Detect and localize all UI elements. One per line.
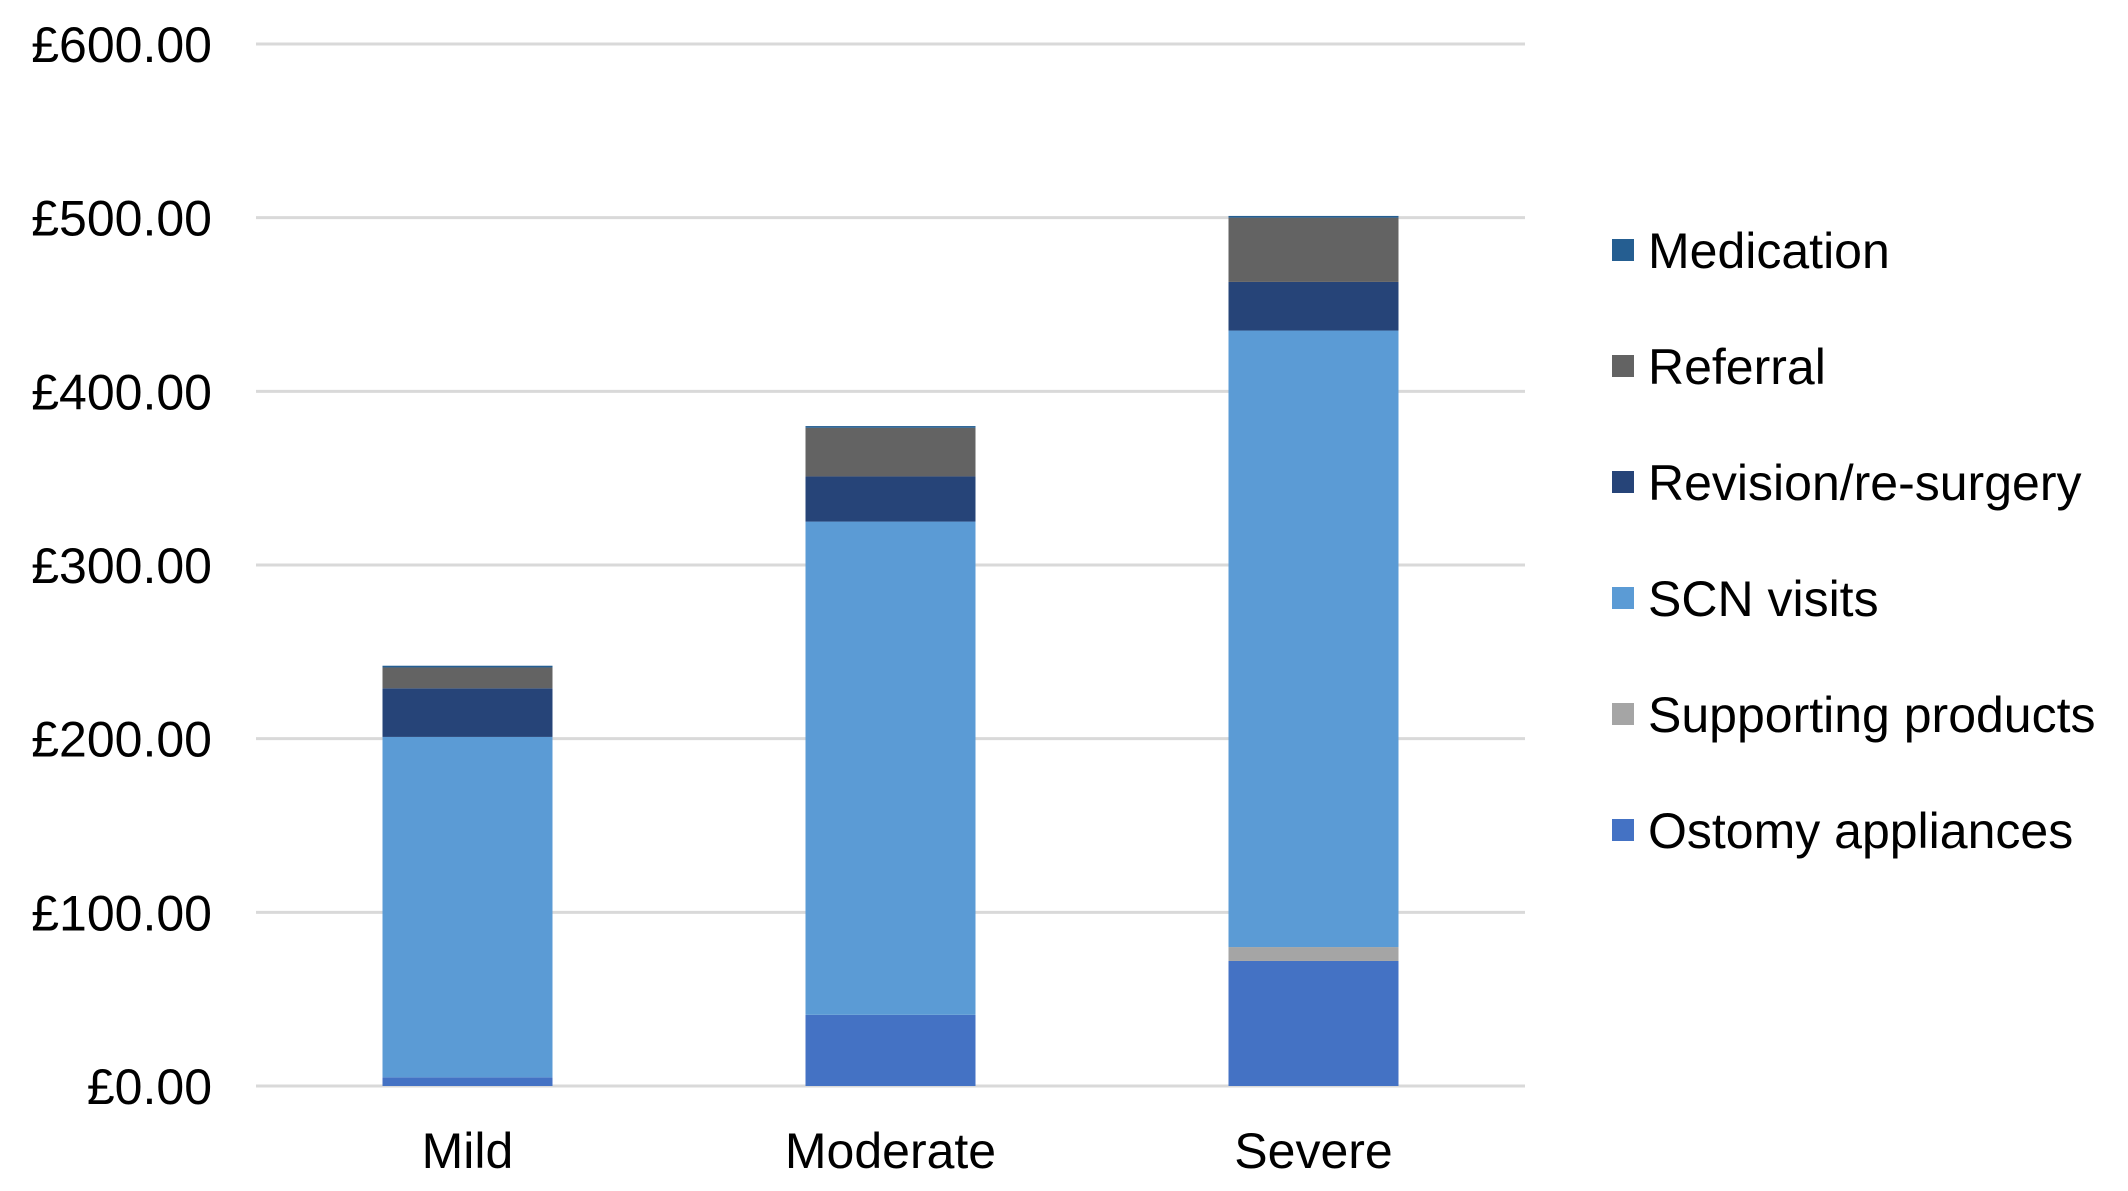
- bar-segment-medication: [382, 665, 553, 668]
- legend-item: Revision/re-surgery: [1612, 455, 2081, 511]
- legend-swatch: [1612, 819, 1634, 841]
- bar-segment-referral: [1228, 217, 1399, 282]
- legend-label: Revision/re-surgery: [1648, 455, 2081, 511]
- x-axis-tick-labels: Mild Moderate Severe: [422, 1123, 1393, 1179]
- legend-label: Referral: [1648, 339, 1826, 395]
- legend-item: Supporting products: [1612, 687, 2096, 743]
- bar-segment-medication: [805, 426, 976, 428]
- y-tick-label: £400.00: [31, 364, 212, 420]
- legend-swatch: [1612, 587, 1634, 609]
- bar-segment-scn-visits: [805, 521, 976, 1015]
- legend-item: Medication: [1612, 223, 1890, 279]
- y-tick-label: £300.00: [31, 538, 212, 594]
- y-tick-label: £500.00: [31, 191, 212, 247]
- bar-segment-revision-re-surgery: [382, 688, 553, 737]
- bar-segment-ostomy-appliances: [382, 1077, 553, 1086]
- legend-label: Ostomy appliances: [1648, 803, 2073, 859]
- bar-segment-medication: [1228, 215, 1399, 218]
- bar-segment-revision-re-surgery: [805, 476, 976, 522]
- bar-segment-revision-re-surgery: [1228, 281, 1399, 331]
- y-tick-label: £600.00: [31, 17, 212, 73]
- legend-item: Ostomy appliances: [1612, 803, 2073, 859]
- legend: Medication Referral Revision/re-surgery SCN…: [1612, 223, 2096, 859]
- legend-label: SCN visits: [1648, 571, 1879, 627]
- legend-item: SCN visits: [1612, 571, 1879, 627]
- bar-segment-referral: [805, 427, 976, 477]
- x-tick-label: Moderate: [785, 1123, 996, 1179]
- bar-segment-scn-visits: [382, 736, 553, 1078]
- legend-label: Medication: [1648, 223, 1890, 279]
- legend-label: Supporting products: [1648, 687, 2096, 743]
- y-tick-label: £0.00: [87, 1059, 212, 1115]
- bar-segment-ostomy-appliances: [805, 1014, 976, 1086]
- bar-segment-scn-visits: [1228, 330, 1399, 948]
- legend-swatch: [1612, 703, 1634, 725]
- y-tick-label: £100.00: [31, 885, 212, 941]
- bar-segment-referral: [382, 667, 553, 689]
- bar-segment-ostomy-appliances: [1228, 960, 1399, 1086]
- legend-item: Referral: [1612, 339, 1826, 395]
- legend-swatch: [1612, 239, 1634, 261]
- legend-swatch: [1612, 355, 1634, 377]
- bar-segment-supporting-products: [1228, 947, 1399, 961]
- y-tick-label: £200.00: [31, 712, 212, 768]
- bars: [382, 215, 1399, 1086]
- legend-swatch: [1612, 471, 1634, 493]
- x-tick-label: Mild: [422, 1123, 514, 1179]
- y-axis-tick-labels: £0.00 £100.00 £200.00 £300.00 £400.00 £500.00…: [31, 17, 212, 1115]
- x-tick-label: Severe: [1234, 1123, 1392, 1179]
